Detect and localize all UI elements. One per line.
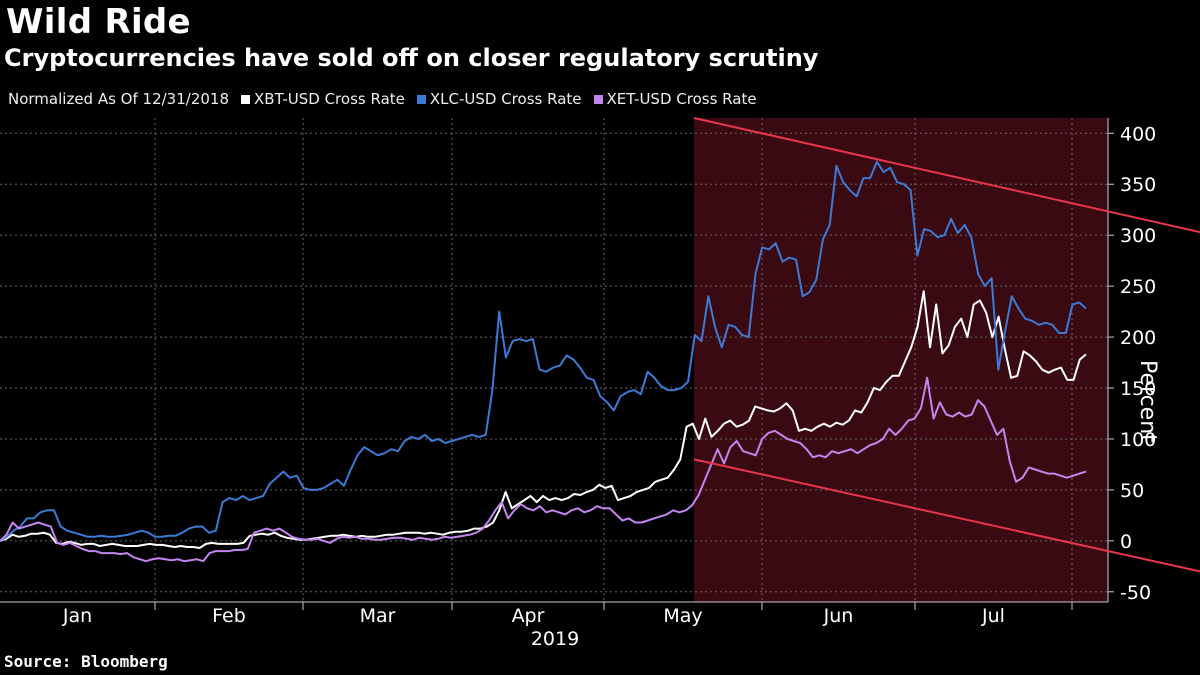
highlight-region	[694, 118, 1108, 602]
x-year-label: 2019	[531, 628, 579, 650]
legend-swatch-xbt	[241, 94, 250, 104]
x-tick-label: Jan	[62, 605, 92, 627]
series-line-0	[0, 290, 1087, 549]
x-tick-label: Jun	[823, 605, 854, 627]
trend-line-upper	[693, 117, 1200, 234]
y-tick-label: 400	[1120, 123, 1156, 145]
y-tick-label: 100	[1120, 429, 1156, 451]
y-tick-label: 200	[1120, 327, 1156, 349]
y-tick-label: -50	[1120, 582, 1151, 604]
x-tick-label: Apr	[512, 605, 545, 627]
x-tick-label: Jul	[981, 605, 1005, 627]
x-tick-label: May	[663, 605, 702, 627]
y-axis-label: Percent	[1135, 360, 1160, 443]
legend-item-xlc: XLC-USD Cross Rate	[416, 90, 582, 108]
y-tick-label: 350	[1120, 174, 1156, 196]
series-line-1	[0, 160, 1087, 542]
y-tick-label: 300	[1120, 225, 1156, 247]
legend-item-xbt: XBT-USD Cross Rate	[241, 90, 405, 108]
source-note: Source: Bloomberg	[4, 652, 168, 671]
x-tick-label: Mar	[360, 605, 396, 627]
legend-note: Normalized As Of 12/31/2018	[8, 90, 229, 108]
trend-line-lower	[693, 458, 1200, 573]
legend-item-xet: XET-USD Cross Rate	[593, 90, 757, 108]
x-tick-label: Feb	[212, 605, 246, 627]
y-tick-label: 150	[1120, 378, 1156, 400]
y-tick-label: 250	[1120, 276, 1156, 298]
chart-subtitle: Cryptocurrencies have sold off on closer…	[4, 44, 819, 72]
series-line-2	[0, 376, 1087, 563]
y-tick-label: 0	[1120, 531, 1132, 553]
legend-swatch-xlc	[416, 94, 426, 104]
legend-label-xbt: XBT-USD Cross Rate	[254, 90, 405, 108]
y-tick-label: 50	[1120, 480, 1144, 502]
chart-title: Wild Ride	[6, 2, 191, 42]
legend-swatch-xet	[593, 94, 603, 104]
legend: Normalized As Of 12/31/2018 XBT-USD Cros…	[8, 90, 757, 108]
legend-label-xlc: XLC-USD Cross Rate	[429, 90, 582, 108]
legend-label-xet: XET-USD Cross Rate	[606, 90, 757, 108]
